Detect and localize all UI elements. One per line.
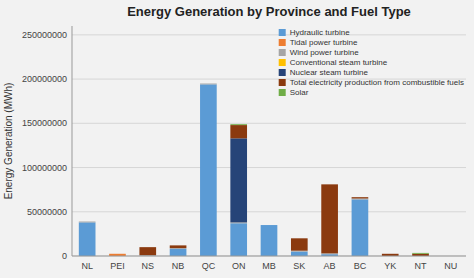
bar-segment bbox=[200, 83, 217, 84]
bar-segment bbox=[109, 253, 126, 254]
grid-line bbox=[72, 211, 466, 212]
legend-label: Nuclear steam turbine bbox=[290, 68, 369, 77]
bar-segment bbox=[261, 225, 278, 256]
bar-segment bbox=[230, 138, 247, 222]
bar-segment bbox=[352, 198, 369, 199]
bar-segment bbox=[79, 221, 96, 223]
bar-segment bbox=[79, 221, 96, 222]
bar-segment bbox=[200, 83, 217, 84]
x-tick-label: AB bbox=[324, 261, 336, 271]
legend-swatch bbox=[279, 49, 286, 56]
legend-swatch bbox=[279, 39, 286, 46]
bar-segment bbox=[321, 184, 338, 185]
title: Energy Generation by Province and Fuel T… bbox=[127, 4, 411, 19]
legend-label: Tidal power turbine bbox=[290, 38, 358, 47]
bar-segment bbox=[109, 253, 126, 254]
bar-segment bbox=[79, 221, 96, 222]
y-axis-label: Energy Generation (MWh) bbox=[3, 83, 14, 200]
bar-segment bbox=[109, 253, 126, 254]
x-tick-label: NL bbox=[81, 261, 93, 271]
bar-segment bbox=[291, 251, 308, 252]
legend-swatch bbox=[279, 79, 286, 86]
x-tick-label: BC bbox=[354, 261, 367, 271]
bar-segment bbox=[321, 184, 338, 253]
bar-segment bbox=[170, 248, 187, 249]
legend-label: Solar bbox=[290, 88, 309, 97]
bar-segment bbox=[261, 225, 278, 226]
bar-segment bbox=[170, 249, 187, 256]
x-axis bbox=[72, 256, 466, 257]
bar-segment bbox=[352, 197, 369, 198]
y-tick-label: 150000000 bbox=[22, 118, 67, 128]
legend-swatch bbox=[279, 59, 286, 66]
y-tick-label: 100000000 bbox=[22, 163, 67, 173]
bar-segment bbox=[139, 247, 156, 255]
bar-segment bbox=[321, 254, 338, 255]
bar-segment bbox=[382, 253, 399, 254]
grid-line bbox=[72, 167, 466, 168]
bars bbox=[79, 84, 429, 257]
bar-segment bbox=[79, 222, 96, 256]
y-axis bbox=[72, 26, 73, 256]
x-tick-label: QC bbox=[202, 261, 216, 271]
bar-segment bbox=[291, 252, 308, 256]
bar-segment bbox=[139, 247, 156, 248]
legend-label: Hydraulic turbine bbox=[290, 28, 351, 37]
bar-segment bbox=[200, 83, 217, 84]
bar-segment bbox=[352, 198, 369, 200]
bar-segment bbox=[261, 225, 278, 226]
bar-segment bbox=[200, 84, 217, 85]
bar-segment bbox=[230, 125, 247, 138]
bar-segment bbox=[352, 199, 369, 256]
legend-label: Conventional steam turbine bbox=[290, 58, 388, 67]
x-tick-label: NU bbox=[444, 261, 457, 271]
x-tick-label: NS bbox=[142, 261, 155, 271]
grid-line bbox=[72, 256, 466, 257]
x-tick-label: NT bbox=[415, 261, 427, 271]
bar-segment bbox=[291, 238, 308, 239]
y-tick-label: 0 bbox=[62, 251, 67, 261]
bar-segment bbox=[230, 124, 247, 126]
x-tick-label: YK bbox=[384, 261, 396, 271]
bar-segment bbox=[200, 84, 217, 256]
grid-line bbox=[72, 123, 466, 124]
x-tick-label: PEI bbox=[110, 261, 125, 271]
bar-segment bbox=[200, 83, 217, 85]
bar-segment bbox=[261, 225, 278, 226]
bar-segment bbox=[261, 225, 278, 226]
legend: Hydraulic turbineTidal power turbineWind… bbox=[279, 28, 464, 97]
legend-label: Wind power turbine bbox=[290, 48, 359, 57]
bar-segment bbox=[109, 253, 126, 254]
bar-segment bbox=[170, 245, 187, 248]
bar-segment bbox=[79, 222, 96, 223]
bar-segment bbox=[230, 223, 247, 256]
bar-segment bbox=[79, 221, 96, 222]
y-tick-label: 50000000 bbox=[27, 207, 67, 217]
bar-segment bbox=[412, 252, 429, 254]
legend-label: Total electricity production from combus… bbox=[290, 78, 464, 87]
bar-segment bbox=[230, 223, 247, 224]
x-tick-label: SK bbox=[293, 261, 305, 271]
bar-segment bbox=[352, 199, 369, 200]
background bbox=[0, 0, 474, 278]
grid-line bbox=[72, 34, 466, 35]
bar-segment bbox=[291, 238, 308, 250]
bar-segment bbox=[261, 225, 278, 226]
x-tick-label: ON bbox=[232, 261, 246, 271]
bar-segment bbox=[352, 198, 369, 199]
legend-swatch bbox=[279, 69, 286, 76]
bar-segment bbox=[170, 245, 187, 246]
legend-swatch bbox=[279, 29, 286, 36]
x-tick-label: NB bbox=[172, 261, 185, 271]
y-tick-label: 200000000 bbox=[22, 74, 67, 84]
legend-swatch bbox=[279, 89, 286, 96]
bar-segment bbox=[200, 83, 217, 84]
bar-segment bbox=[352, 197, 369, 198]
y-tick-label: 250000000 bbox=[22, 30, 67, 40]
bar-segment bbox=[109, 253, 126, 254]
bar-segment bbox=[261, 225, 278, 226]
bar-segment bbox=[79, 221, 96, 222]
x-tick-label: MB bbox=[262, 261, 276, 271]
chart: Energy Generation by Province and Fuel T… bbox=[0, 0, 474, 278]
